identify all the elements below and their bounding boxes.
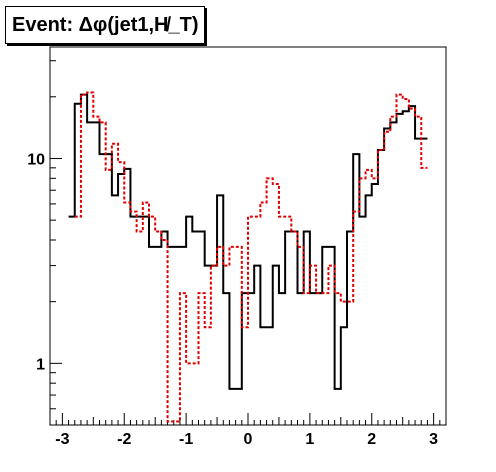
plot-frame	[49, 46, 447, 426]
series-group	[68, 91, 428, 423]
chart-title: Event: Δφ(jet1,H̸_T)	[5, 6, 206, 44]
x-tick-label: -3	[55, 431, 69, 448]
histogram-series-2	[74, 91, 428, 423]
x-tick-label: 2	[367, 431, 376, 448]
x-tick-label: 0	[244, 431, 253, 448]
y-tick-label: 1	[36, 356, 45, 373]
x-tick-label: -2	[117, 431, 131, 448]
x-tick-label: 1	[305, 431, 314, 448]
y-axis: 1 10	[27, 60, 62, 426]
x-axis: -3 -2 -1 0 1 2 3	[49, 413, 447, 448]
histogram-series-1	[68, 93, 428, 390]
y-tick-label: 10	[27, 151, 45, 168]
x-tick-label: 3	[429, 431, 438, 448]
x-tick-label: -1	[179, 431, 193, 448]
